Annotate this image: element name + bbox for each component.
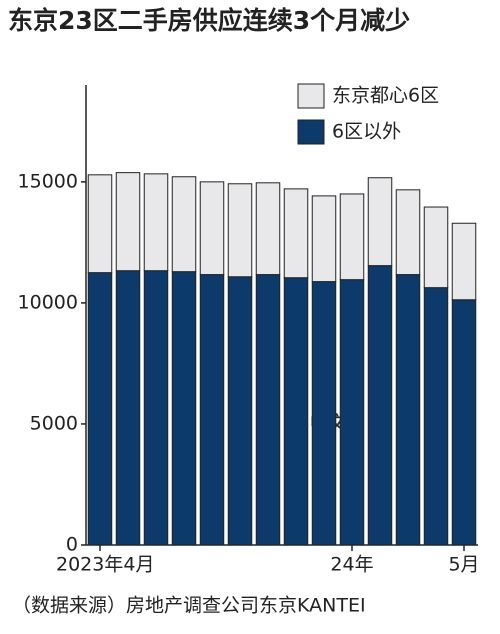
bar-segment <box>87 272 113 546</box>
bar-segment <box>451 299 477 546</box>
bar-segment <box>367 265 393 546</box>
bar-segment <box>199 274 225 546</box>
bar-segment <box>115 172 141 272</box>
legend-label: 东京都心6区 <box>332 85 439 107</box>
bar-segment <box>143 173 169 272</box>
y-tick-label: 5000 <box>30 412 78 434</box>
bar-segment <box>395 189 421 276</box>
x-tick-label: 2023年4月 <box>56 554 154 576</box>
bar-segment <box>171 176 197 273</box>
bar-segment <box>311 195 337 283</box>
legend-label: 6区以外 <box>332 121 401 143</box>
bar-segment <box>115 270 141 546</box>
legend-swatch <box>297 83 325 109</box>
x-tick-label: 5月 <box>448 554 479 576</box>
y-tick-label: 0 <box>66 534 78 556</box>
bar-segment <box>339 193 365 281</box>
bar-segment <box>227 183 253 278</box>
bar-segment <box>367 177 393 267</box>
bar-segment <box>311 281 337 546</box>
bar-segment <box>423 206 449 289</box>
bar-segment <box>227 276 253 546</box>
y-tick-label: 15000 <box>18 170 78 192</box>
bar-segment <box>395 274 421 546</box>
legend-swatch <box>297 119 325 145</box>
bar-segment <box>171 271 197 546</box>
bar-segment <box>255 274 281 546</box>
source: （数据来源）房地产调查公司东京KANTEI <box>12 595 366 617</box>
y-tick-label: 10000 <box>18 291 78 313</box>
x-tick-label: 24年 <box>330 554 373 576</box>
bar-segment <box>451 222 477 301</box>
bar-segment <box>283 188 309 279</box>
bar-segment <box>423 287 449 546</box>
bar-segment <box>255 182 281 276</box>
bar-segment <box>143 270 169 546</box>
bar-segment <box>87 174 113 274</box>
bar-segment <box>199 181 225 276</box>
chart-title: 东京23区二手房供应连续3个月减少 <box>8 6 410 35</box>
bar-segment <box>283 277 309 546</box>
bar-segment <box>339 279 365 546</box>
